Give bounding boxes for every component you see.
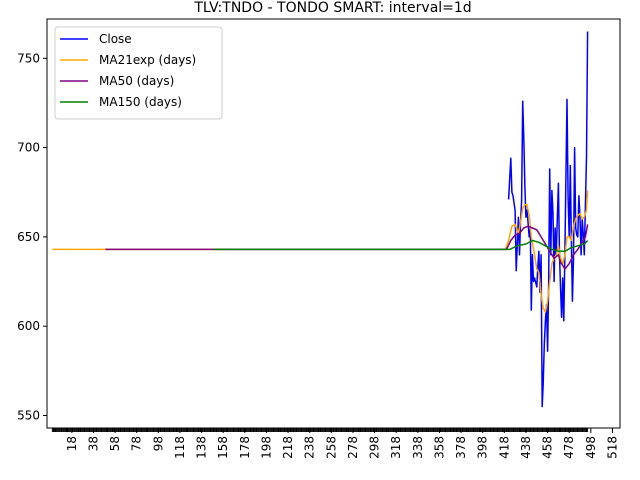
x-tick-label: 338 (411, 436, 425, 459)
series-line-0 (507, 31, 589, 408)
x-tick-label: 278 (346, 436, 360, 459)
x-axis: 18 38 58 78 98 118 138 158 178 198 218 238 258 278 298… (51, 428, 619, 459)
y-tick-label: 550 (17, 408, 40, 422)
x-tick-label: 418 (497, 436, 511, 459)
x-tick-label: 518 (605, 436, 619, 459)
x-tick-label: 158 (216, 436, 230, 459)
x-tick-label: 18 (65, 436, 79, 451)
x-tick-label: 458 (541, 436, 555, 459)
legend-label-3: MA150 (days) (99, 95, 182, 109)
x-tick-label: 58 (108, 436, 122, 451)
legend-label-2: MA50 (days) (99, 74, 174, 88)
plot-frame (46, 18, 621, 429)
x-tick-label: 118 (173, 436, 187, 459)
x-tick-label: 198 (260, 436, 274, 459)
x-tick-label: 258 (324, 436, 338, 459)
y-tick-label: 600 (17, 319, 40, 333)
x-tick-label: 478 (562, 436, 576, 459)
x-tick-label: 358 (433, 436, 447, 459)
series-line-1 (52, 190, 589, 313)
x-tick-label: 38 (87, 436, 101, 451)
x-tick-label: 438 (519, 436, 533, 459)
x-minor-ticks (51, 428, 589, 432)
legend-label-0: Close (99, 32, 132, 46)
legend-label-1: MA21exp (days) (99, 53, 196, 67)
x-tick-label: 78 (130, 436, 144, 451)
x-tick-label: 218 (281, 436, 295, 459)
x-tick-label: 498 (584, 436, 598, 459)
series-line-3 (213, 239, 589, 252)
x-tick-label: 138 (195, 436, 209, 459)
y-tick-label: 650 (17, 230, 40, 244)
x-tick-label: 98 (151, 436, 165, 451)
legend: Close MA21exp (days) MA50 (days) MA150 (day… (54, 26, 223, 120)
x-tick-label: 178 (238, 436, 252, 459)
x-tick-label: 398 (476, 436, 490, 459)
x-tick-label: 238 (303, 436, 317, 459)
y-axis: 550 600 650 700 750 (17, 51, 47, 422)
series-layer (52, 31, 589, 408)
y-tick-label: 700 (17, 141, 40, 155)
y-tick-label: 750 (17, 51, 40, 65)
x-tick-label: 298 (368, 436, 382, 459)
x-tick-label: 378 (454, 436, 468, 459)
x-tick-label: 318 (389, 436, 403, 459)
chart-title: TLV:TNDO - TONDO SMART: interval=1d (193, 0, 471, 16)
legend-box (54, 26, 223, 120)
